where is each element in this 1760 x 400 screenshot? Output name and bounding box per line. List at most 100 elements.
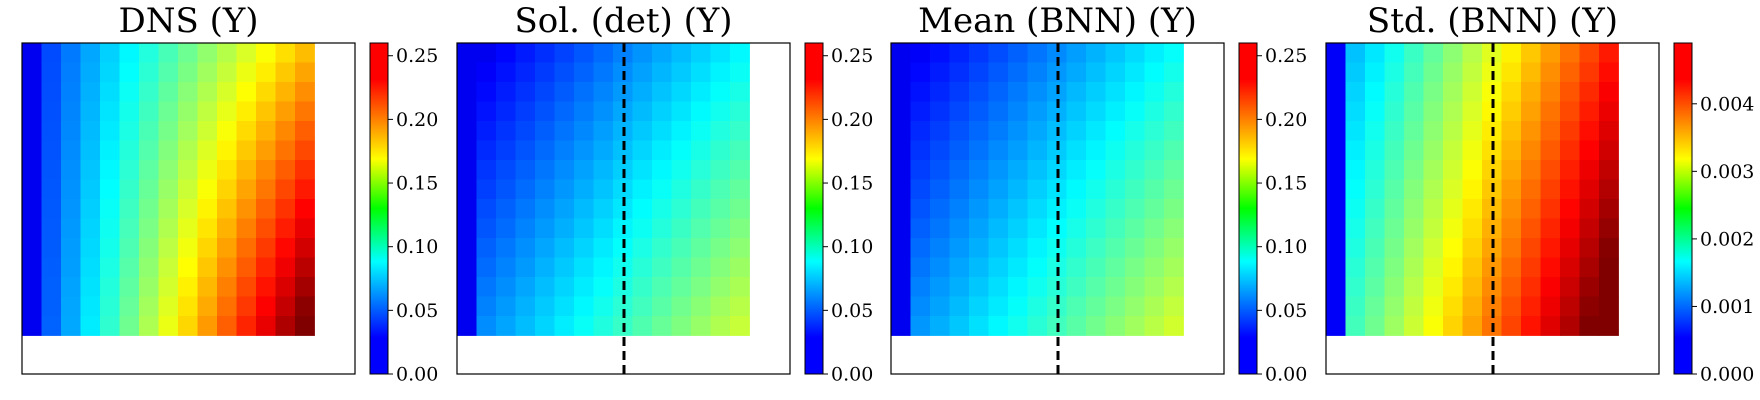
heatmap-cell [1008, 101, 1028, 122]
heatmap-cell [1345, 62, 1366, 83]
heatmap-cell [80, 160, 101, 180]
heatmap-cell [1086, 277, 1106, 297]
heatmap-cell [295, 257, 315, 278]
heatmap-cell [61, 82, 81, 102]
heatmap-cell [1008, 43, 1028, 63]
heatmap-cell [930, 179, 950, 200]
heatmap-cell [652, 316, 672, 336]
heatmap-cell [197, 218, 218, 239]
heatmap-cell [891, 199, 911, 219]
heatmap-cell [139, 257, 159, 278]
heatmap-cell [1164, 316, 1184, 336]
heatmap-cell [275, 277, 296, 297]
heatmap-cell [652, 140, 672, 161]
heatmap-cell [1540, 43, 1561, 63]
heatmap-cell [22, 277, 42, 297]
heatmap-cell [1482, 140, 1502, 161]
heatmap-cell [275, 199, 296, 219]
heatmap-cell [930, 218, 950, 239]
heatmap-cell [139, 316, 159, 336]
heatmap-cell [1423, 218, 1444, 239]
heatmap-cell [632, 62, 653, 83]
heatmap-cell [730, 238, 750, 258]
heatmap-cell [496, 277, 516, 297]
heatmap-cell [256, 296, 276, 317]
heatmap-cell [1086, 179, 1106, 200]
heatmap-cell [1462, 82, 1483, 102]
heatmap-cell [1144, 43, 1165, 63]
heatmap-cell [1501, 277, 1522, 297]
heatmap-cell [1164, 140, 1184, 161]
heatmap-cell [100, 160, 120, 180]
heatmap-cell [1326, 160, 1346, 180]
heatmap-cell [593, 199, 614, 219]
heatmap-cell [119, 277, 140, 297]
heatmap-cell [1423, 121, 1444, 141]
heatmap-cell [730, 62, 750, 83]
heatmap-cell [730, 257, 750, 278]
heatmap-cell [1579, 62, 1600, 83]
heatmap-cell [496, 316, 516, 336]
heatmap-cell [1384, 218, 1405, 239]
heatmap-cell [1066, 238, 1087, 258]
heatmap-cell [275, 160, 296, 180]
heatmap-cell [22, 43, 42, 63]
heatmap-cell [1008, 199, 1028, 219]
heatmap-cell [1462, 257, 1483, 278]
heatmap-cell [178, 101, 198, 122]
heatmap-cell [652, 238, 672, 258]
heatmap-cell [1365, 43, 1385, 63]
heatmap-cell [1384, 296, 1405, 317]
heatmap-cell [710, 140, 731, 161]
heatmap-cell [1560, 160, 1580, 180]
colorbar-tick-label: 0.15 [1265, 173, 1307, 195]
heatmap-cell [1404, 160, 1424, 180]
heatmap-cell [613, 199, 633, 219]
heatmap-cell [1008, 277, 1028, 297]
heatmap-cell [535, 296, 555, 317]
heatmap-cell [1443, 82, 1463, 102]
heatmap-cell [256, 316, 276, 336]
heatmap-cell [275, 296, 296, 317]
heatmap-cell [1326, 277, 1346, 297]
colorbar-tick-label: 0.20 [831, 109, 873, 131]
heatmap-cell [1462, 296, 1483, 317]
heatmap-cell [476, 43, 497, 63]
heatmap-cell [671, 82, 692, 102]
heatmap-cell [652, 296, 672, 317]
heatmap-cell [496, 199, 516, 219]
heatmap-cell [256, 238, 276, 258]
colorbar-tick-label: 0.00 [831, 364, 873, 386]
heatmap-cell [139, 82, 159, 102]
heatmap-cell [1164, 62, 1184, 83]
heatmap-cell [119, 140, 140, 161]
heatmap-cell [476, 316, 497, 336]
heatmap-cell [593, 101, 614, 122]
heatmap-cell [1144, 62, 1165, 83]
colorbar-tick-label: 0.10 [831, 236, 873, 258]
heatmap-cell [61, 43, 81, 63]
heatmap-cell [1326, 140, 1346, 161]
heatmap-cell [1540, 179, 1561, 200]
heatmap-cell [1482, 199, 1502, 219]
heatmap-cell [1404, 101, 1424, 122]
heatmap-cell [236, 43, 257, 63]
heatmap-cell [496, 43, 516, 63]
heatmap-cell [632, 257, 653, 278]
heatmap-cell [295, 140, 315, 161]
heatmap-cell [1599, 316, 1619, 336]
heatmap-cell [22, 121, 42, 141]
heatmap-cell [22, 140, 42, 161]
heatmap-cell [41, 43, 62, 63]
heatmap-cell [1086, 121, 1106, 141]
heatmap-cell [1125, 257, 1145, 278]
heatmap-cell [1066, 101, 1087, 122]
heatmap-cell [1164, 101, 1184, 122]
heatmap-cell [1125, 218, 1145, 239]
heatmap-cell [457, 82, 477, 102]
heatmap-cell [158, 179, 179, 200]
heatmap-cell [1599, 257, 1619, 278]
panel-dns: DNS (Y) 0.00 0.05 0.10 0.15 0.20 0.25 [21, 1, 438, 386]
heatmap-cell [515, 199, 536, 219]
heatmap-cell [1365, 62, 1385, 83]
